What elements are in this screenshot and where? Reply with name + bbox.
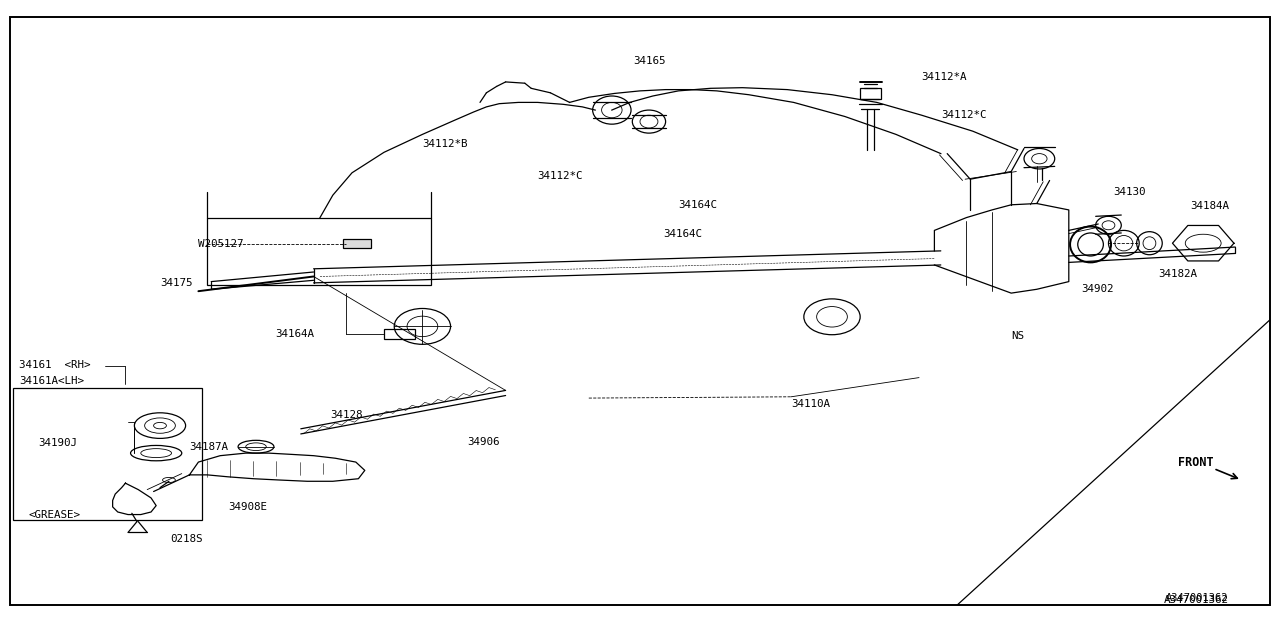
Bar	[343, 239, 371, 248]
Text: 34130: 34130	[1114, 187, 1146, 197]
Text: 34164A: 34164A	[275, 329, 314, 339]
Bar	[207, 218, 431, 285]
Text: 34902: 34902	[1082, 284, 1114, 294]
Text: 34112*C: 34112*C	[941, 110, 987, 120]
Text: NS: NS	[1011, 331, 1024, 341]
Bar	[860, 88, 881, 99]
Text: A347001362: A347001362	[1166, 593, 1229, 604]
Text: 34164C: 34164C	[663, 228, 701, 239]
Text: 34175: 34175	[160, 278, 192, 288]
Text: 0218S: 0218S	[170, 534, 202, 544]
Text: 34165: 34165	[634, 56, 666, 66]
Text: A347001362: A347001362	[1164, 595, 1229, 605]
Text: 34128: 34128	[330, 410, 362, 420]
Text: 34190J: 34190J	[38, 438, 77, 448]
Text: 34164C: 34164C	[678, 200, 717, 210]
Text: 34906: 34906	[467, 436, 499, 447]
Text: 34112*A: 34112*A	[922, 72, 968, 82]
Text: 34112*C: 34112*C	[538, 171, 584, 181]
Text: 34908E: 34908E	[228, 502, 266, 512]
Text: <GREASE>: <GREASE>	[28, 510, 81, 520]
Text: FRONT: FRONT	[1178, 456, 1213, 468]
Text: 34161A<LH>: 34161A<LH>	[19, 376, 84, 386]
Text: 34110A: 34110A	[791, 399, 829, 410]
Bar	[13, 388, 202, 520]
Ellipse shape	[163, 477, 175, 483]
Text: 34187A: 34187A	[189, 442, 228, 452]
Text: 34184A: 34184A	[1190, 201, 1229, 211]
Bar	[384, 329, 415, 339]
Text: 34112*B: 34112*B	[422, 139, 468, 149]
Text: 34182A: 34182A	[1158, 269, 1197, 279]
Text: 34161  <RH>: 34161 <RH>	[19, 360, 91, 370]
Text: W205127: W205127	[198, 239, 244, 250]
